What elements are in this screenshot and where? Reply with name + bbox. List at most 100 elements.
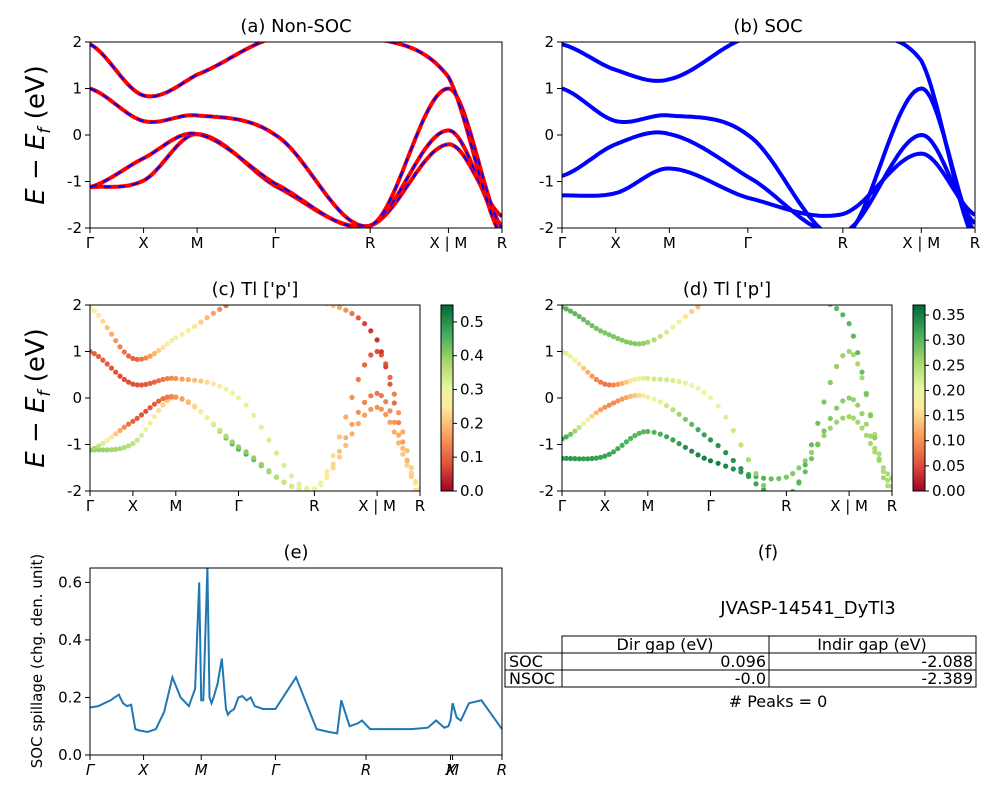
band-point (91, 445, 97, 451)
ytick-label: 0 (72, 126, 82, 144)
band-point (281, 479, 287, 485)
band-point (769, 492, 774, 497)
band-point (147, 405, 153, 411)
band-point (100, 318, 106, 324)
band-point (258, 424, 264, 430)
band-point (90, 305, 93, 310)
band-point (689, 308, 695, 314)
band-point (585, 456, 591, 462)
band-point (846, 395, 852, 401)
band-point (846, 414, 852, 420)
xtick-label: Γ (86, 761, 96, 779)
band-point (168, 375, 175, 381)
band-point (619, 442, 625, 448)
ytick-label: 1 (72, 80, 82, 98)
band-point (572, 357, 578, 363)
band-point (104, 361, 110, 367)
panel-b-title: (b) SOC (733, 16, 802, 37)
band-point (855, 350, 861, 356)
band-point (378, 406, 384, 412)
band-point (217, 306, 223, 312)
band-point (855, 419, 861, 425)
band-point (243, 449, 249, 455)
band-point (349, 431, 355, 437)
band-point (670, 407, 676, 413)
band-point (160, 344, 166, 350)
panel-a-title: (a) Non-SOC (240, 16, 351, 37)
ytick-label: 2 (544, 33, 554, 51)
band-point (130, 355, 136, 362)
band-point (204, 315, 210, 321)
band-point (855, 402, 861, 408)
band-point (324, 472, 330, 478)
band-point (117, 344, 123, 350)
colorbar-tick-label: 0.35 (932, 306, 965, 324)
band-point (840, 398, 846, 404)
band-point (730, 427, 736, 434)
band-point (872, 445, 878, 451)
band-point (640, 375, 647, 381)
band-point (707, 458, 714, 464)
band-point (229, 439, 235, 445)
band-point (846, 321, 852, 327)
band-point (396, 420, 402, 426)
band-point (776, 297, 781, 302)
band-point (91, 351, 97, 357)
band-point (636, 341, 642, 347)
band-point (863, 432, 869, 438)
band-point (645, 375, 651, 382)
peaks-count: # Peaks = 0 (729, 692, 828, 711)
band-point (100, 447, 106, 453)
band-point (400, 451, 406, 457)
band-point (235, 444, 242, 450)
xtick-label: Γ (744, 234, 753, 252)
band-point (121, 349, 127, 355)
band-point (362, 399, 368, 405)
xtick-label: X (128, 497, 138, 515)
band-point (598, 379, 604, 385)
band-point (204, 379, 210, 385)
band-point (640, 340, 647, 346)
band-point (815, 298, 820, 303)
colorbar-tick-label: 0.30 (932, 331, 965, 349)
band-point (396, 440, 402, 446)
band-point (619, 396, 625, 402)
panel-a: (a) Non-SOC E − Ef (eV) 210-1-2Γ X M Γ R X | … (21, 16, 507, 252)
band-point (585, 320, 591, 326)
band-point (134, 382, 140, 388)
band-point (355, 315, 361, 321)
ytick-label: -2 (67, 219, 82, 237)
band-point (330, 305, 336, 309)
band-point (229, 390, 235, 396)
band-point (387, 381, 393, 387)
band-point (886, 490, 889, 491)
band-point (701, 455, 707, 461)
panel-c-colorbar (440, 304, 454, 492)
band-point (343, 307, 349, 313)
band-point (867, 440, 874, 447)
band-point (636, 392, 642, 398)
band-point (636, 430, 642, 436)
band-line-overlay (90, 42, 499, 228)
band-point (164, 341, 170, 347)
band-point (368, 393, 374, 399)
band-point (850, 333, 857, 339)
band-point (355, 409, 361, 415)
panel-c: (c) Tl ['p'] E − Ef (eV) 210-1-2Γ X M Γ R X |… (21, 279, 484, 515)
ytick-label: 2 (72, 33, 82, 51)
band-point (606, 332, 612, 338)
band-point (664, 434, 670, 440)
xtick-label: M (663, 234, 676, 252)
band-point (134, 356, 140, 362)
band-point (602, 453, 608, 459)
band-point (689, 421, 695, 427)
band-point (130, 441, 136, 447)
band-point (802, 458, 808, 464)
band-point (251, 412, 257, 418)
band-point (413, 478, 419, 485)
xtick-label: M (195, 761, 208, 779)
